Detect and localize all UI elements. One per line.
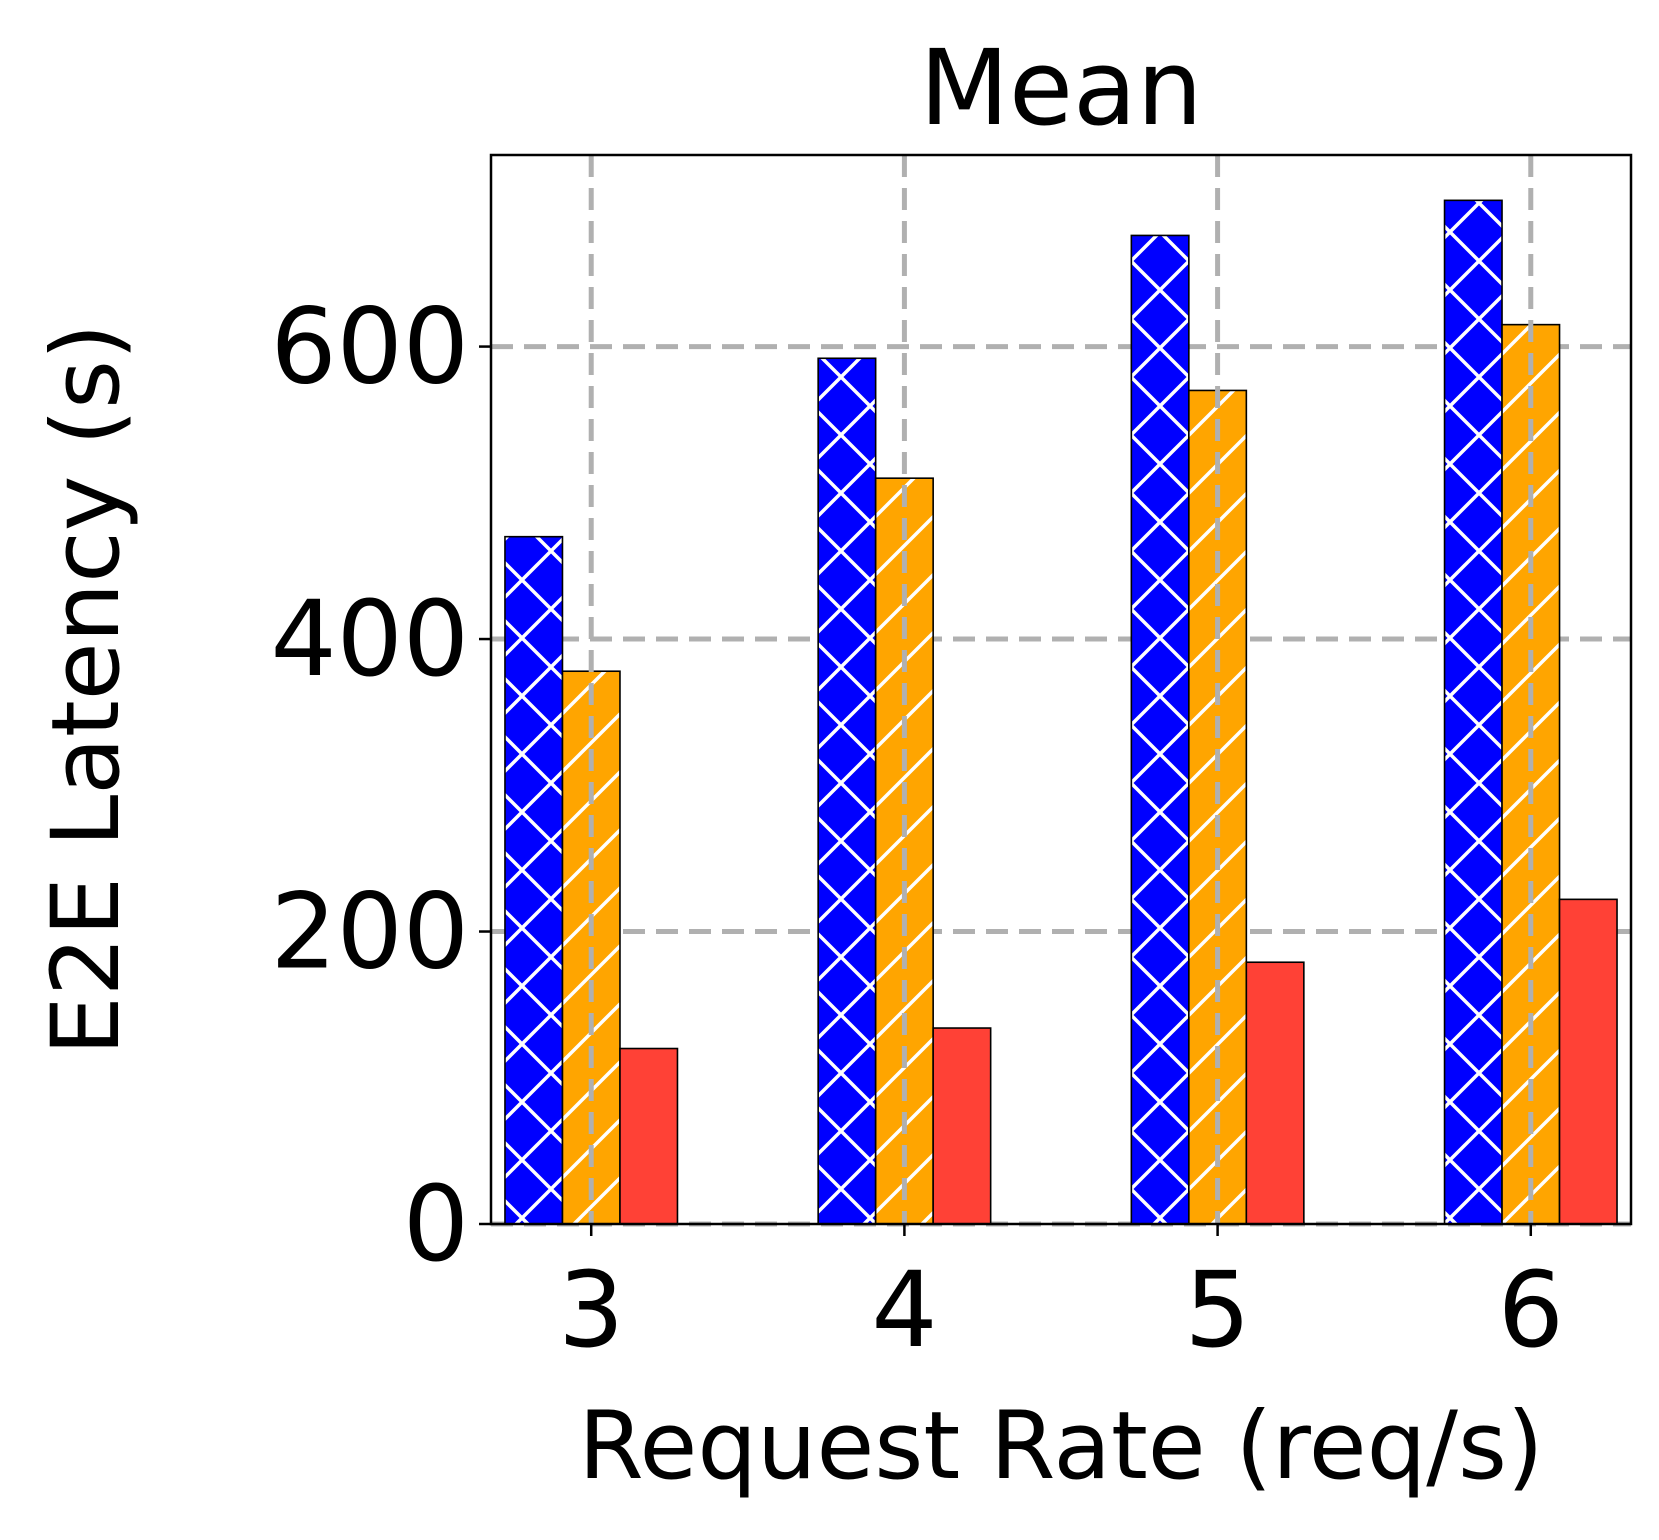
- bar-hatch: [818, 358, 876, 1224]
- y-axis-label: E2E Latency (s): [32, 323, 141, 1055]
- x-tick-label: 4: [871, 1249, 937, 1371]
- x-tick-label: 3: [558, 1249, 624, 1371]
- chart-title: Mean: [919, 27, 1202, 149]
- x-gridlines: [588, 155, 1534, 1224]
- y-tick-label: 600: [270, 286, 469, 408]
- bar-series-3: [1246, 962, 1304, 1224]
- bars: [504, 199, 1618, 1225]
- bar-series-3: [1559, 899, 1618, 1224]
- bar-hatch: [1444, 200, 1503, 1224]
- x-tick-label: 5: [1185, 1249, 1251, 1371]
- bar-series-3: [619, 1048, 678, 1224]
- x-axis-label: Request Rate (req/s): [578, 1392, 1543, 1501]
- y-tick-label: 200: [270, 871, 469, 993]
- plot-frame: [489, 153, 1633, 1226]
- x-tick-label: 6: [1498, 1249, 1564, 1371]
- bar-hatch: [1131, 235, 1189, 1225]
- bar-hatch: [504, 536, 563, 1224]
- y-tick-label: 0: [403, 1163, 469, 1285]
- bar-series-3: [933, 1028, 991, 1224]
- bar-hatch: [1502, 324, 1560, 1224]
- y-tick-label: 400: [270, 578, 469, 700]
- axis-ticks: 0 200 400 600 3 4 5 6: [270, 286, 1563, 1371]
